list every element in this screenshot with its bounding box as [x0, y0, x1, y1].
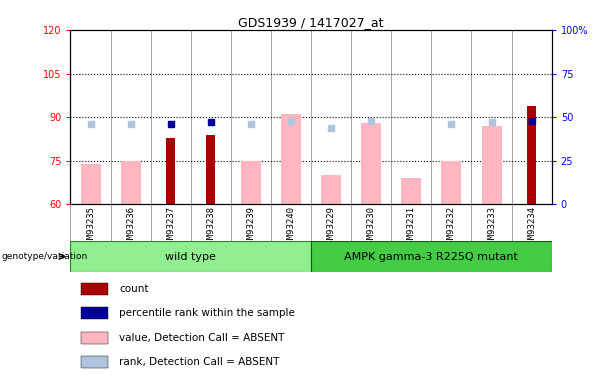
- Bar: [402, 178, 421, 204]
- Bar: [527, 106, 536, 204]
- Text: count: count: [120, 284, 149, 294]
- Bar: [82, 332, 109, 344]
- Text: GSM93234: GSM93234: [527, 206, 536, 249]
- Text: GSM93235: GSM93235: [86, 206, 95, 249]
- Text: GSM93230: GSM93230: [367, 206, 376, 249]
- Bar: [361, 123, 381, 204]
- Title: GDS1939 / 1417027_at: GDS1939 / 1417027_at: [238, 16, 384, 29]
- Bar: [321, 176, 341, 204]
- Text: percentile rank within the sample: percentile rank within the sample: [120, 308, 295, 318]
- Bar: [82, 356, 109, 368]
- Bar: [80, 164, 101, 204]
- Bar: [166, 138, 175, 204]
- Bar: [207, 135, 215, 204]
- Bar: [70, 241, 311, 272]
- Bar: [82, 307, 109, 320]
- Text: GSM93231: GSM93231: [407, 206, 416, 249]
- Text: value, Detection Call = ABSENT: value, Detection Call = ABSENT: [120, 333, 284, 343]
- Text: GSM93238: GSM93238: [207, 206, 215, 249]
- Bar: [281, 114, 301, 204]
- Text: GSM93229: GSM93229: [327, 206, 336, 249]
- Text: genotype/variation: genotype/variation: [1, 252, 88, 261]
- Text: wild type: wild type: [166, 252, 216, 261]
- Bar: [121, 161, 140, 204]
- Text: GSM93236: GSM93236: [126, 206, 135, 249]
- Text: GSM93232: GSM93232: [447, 206, 456, 249]
- Text: GSM93239: GSM93239: [246, 206, 256, 249]
- Bar: [241, 161, 261, 204]
- Text: GSM93233: GSM93233: [487, 206, 496, 249]
- Bar: [82, 283, 109, 295]
- Text: GSM93240: GSM93240: [286, 206, 295, 249]
- Text: AMPK gamma-3 R225Q mutant: AMPK gamma-3 R225Q mutant: [345, 252, 519, 261]
- Text: GSM93237: GSM93237: [166, 206, 175, 249]
- Bar: [311, 241, 552, 272]
- Bar: [482, 126, 501, 204]
- Text: rank, Detection Call = ABSENT: rank, Detection Call = ABSENT: [120, 357, 280, 367]
- Bar: [441, 161, 462, 204]
